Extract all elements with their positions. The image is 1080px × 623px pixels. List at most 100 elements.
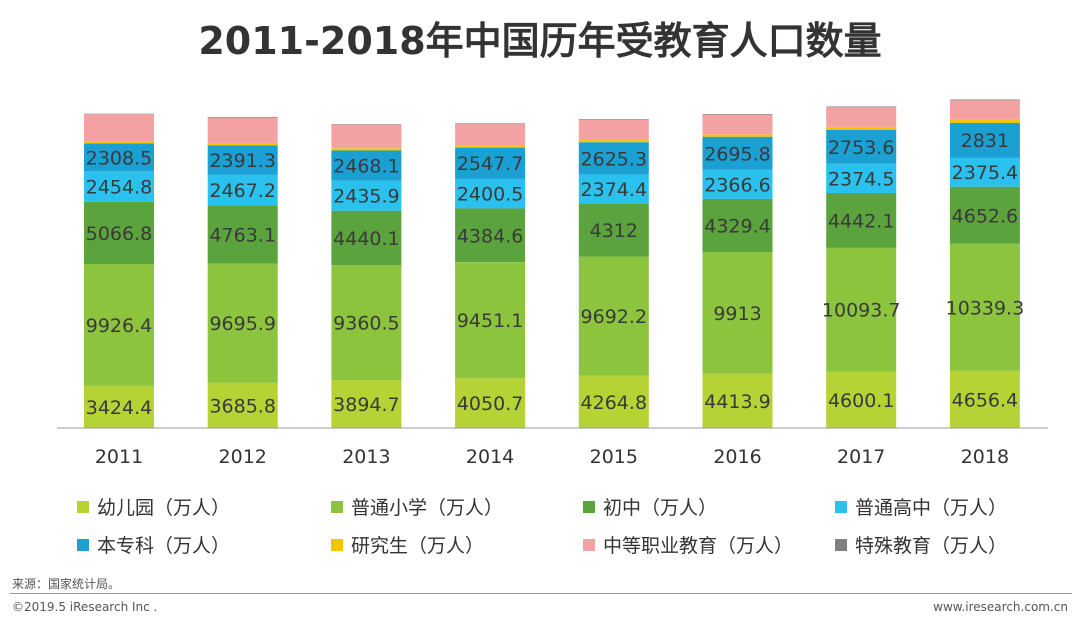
bar-segment-2015-s4	[578, 142, 649, 175]
legend-item-1: 普通小学（万人）	[331, 493, 503, 520]
data-label-2013-s1: 9360.5	[333, 313, 399, 335]
data-label-2017-s1: 10093.7	[822, 300, 901, 322]
bar-segment-2014-s1	[455, 262, 526, 379]
bar-segment-2015-s0	[578, 375, 649, 428]
footer-divider	[10, 593, 1072, 594]
bar-segment-2016-s6	[702, 114, 773, 135]
data-label-2018-s1: 10339.3	[946, 297, 1025, 319]
bar-segment-2013-s3	[331, 180, 402, 211]
bar-segment-2016-s0	[702, 373, 773, 428]
bar-segment-2018-s7	[949, 99, 1020, 101]
bar-segment-2017-s0	[826, 371, 897, 428]
data-label-2011-s0: 3424.4	[86, 397, 152, 419]
data-label-2013-s2: 4440.1	[333, 228, 399, 250]
stacked-bar-chart: 3424.4 9926.4 5066.8 2454.8 2308.5 3685.8 9695…	[57, 99, 1048, 468]
data-label-2014-s4: 2547.7	[457, 153, 523, 175]
data-label-2013-s3: 2435.9	[333, 186, 399, 208]
x-tick-label-2017: 2017	[837, 446, 885, 468]
bar-segment-2014-s5	[455, 145, 526, 148]
data-label-2014-s1: 9451.1	[457, 310, 523, 332]
bar-segment-2016-s1	[702, 252, 773, 374]
legend-label-3: 普通高中（万人）	[855, 497, 1008, 519]
data-label-2018-s2: 4652.6	[952, 205, 1018, 227]
legend-swatch-3	[835, 500, 847, 513]
legend-item-0: 幼儿园（万人）	[77, 493, 230, 520]
x-tick-label-2011: 2011	[95, 446, 143, 468]
data-label-2018-s0: 4656.4	[952, 389, 1018, 411]
legend-item-7: 特殊教育（万人）	[835, 531, 1007, 558]
data-label-2012-s4: 2391.3	[209, 150, 275, 172]
bar-segment-2012-s1	[207, 263, 278, 383]
legend-item-6: 中等职业教育（万人）	[583, 531, 793, 558]
bar-segment-2015-s5	[578, 139, 649, 143]
data-label-2014-s3: 2400.5	[457, 184, 523, 206]
bar-segment-2011-s0	[84, 385, 154, 428]
bar-segment-2018-s0	[949, 370, 1020, 428]
bar-segment-2014-s3	[455, 178, 526, 209]
data-label-2016-s3: 2366.6	[704, 174, 770, 196]
legend-swatch-5	[331, 538, 343, 551]
data-label-2014-s0: 4050.7	[457, 393, 523, 415]
bar-segment-2013-s6	[331, 124, 402, 149]
copyright-text: ©2019.5 iResearch Inc .	[12, 600, 158, 614]
bar-segment-2016-s7	[702, 114, 773, 115]
chart-title: 2011-2018年中国历年受教育人口数量	[198, 19, 882, 63]
data-label-2013-s0: 3894.7	[333, 394, 399, 416]
bar-segment-2013-s1	[331, 265, 402, 381]
bar-segment-2012-s2	[207, 205, 278, 264]
bar-segment-2018-s2	[949, 186, 1020, 244]
data-label-2017-s2: 4442.1	[828, 210, 894, 232]
legend-swatch-4	[77, 538, 89, 551]
source-note: 来源：国家统计局。	[12, 577, 121, 591]
legend-label-4: 本专科（万人）	[97, 535, 231, 557]
bar-segment-2012-s6	[207, 117, 278, 144]
legend-swatch-1	[331, 500, 343, 513]
data-label-2012-s1: 9695.9	[209, 313, 275, 335]
data-label-2015-s2: 4312	[590, 220, 638, 242]
data-label-2012-s2: 4763.1	[209, 224, 275, 246]
bar-segment-2012-s4	[207, 145, 278, 175]
legend-item-2: 初中（万人）	[583, 493, 717, 520]
bar-segment-2012-s5	[207, 143, 278, 146]
x-tick-label-2012: 2012	[219, 446, 267, 468]
bar-segment-2014-s6	[455, 123, 526, 146]
legend-label-7: 特殊教育（万人）	[855, 535, 1008, 557]
legend-label-1: 普通小学（万人）	[351, 497, 504, 519]
bar-segment-2011-s3	[84, 171, 154, 202]
x-tick-label-2018: 2018	[961, 446, 1009, 468]
bar-segment-2014-s2	[455, 208, 526, 263]
bar-segment-2013-s7	[331, 124, 402, 125]
x-tick-label-2016: 2016	[713, 446, 761, 468]
data-label-2011-s3: 2454.8	[86, 177, 152, 199]
data-label-2011-s1: 9926.4	[86, 315, 152, 337]
x-tick-label-2013: 2013	[342, 446, 390, 468]
bar-segment-2013-s5	[331, 148, 402, 151]
bar-segment-2014-s7	[455, 123, 526, 124]
x-tick-label-2014: 2014	[466, 446, 514, 468]
bar-segment-2017-s7	[826, 106, 897, 108]
legend-label-6: 中等职业教育（万人）	[603, 535, 794, 557]
bar-segment-2011-s6	[84, 114, 154, 142]
legend-swatch-2	[583, 500, 595, 513]
data-label-2011-s4: 2308.5	[86, 148, 152, 170]
bar-segment-2011-s4	[84, 143, 154, 172]
data-label-2017-s0: 4600.1	[828, 390, 894, 412]
bar-segment-2011-s5	[84, 141, 154, 144]
bar-segment-2016-s3	[702, 169, 773, 199]
bar-segment-2018-s5	[949, 119, 1020, 123]
legend-item-4: 本专科（万人）	[77, 531, 230, 558]
bar-segment-2017-s6	[826, 107, 897, 127]
data-label-2017-s4: 2753.6	[828, 137, 894, 159]
data-label-2013-s4: 2468.1	[333, 156, 399, 178]
bar-segment-2017-s2	[826, 193, 897, 248]
bar-segment-2018-s4	[949, 122, 1020, 158]
bar-segment-2014-s4	[455, 147, 526, 179]
data-label-2018-s3: 2375.4	[952, 162, 1018, 184]
bar-segment-2015-s7	[578, 119, 649, 120]
bars-layer	[84, 99, 1020, 428]
legend-swatch-0	[77, 500, 89, 513]
data-label-2015-s1: 9692.2	[581, 306, 647, 328]
data-label-2016-s2: 4329.4	[704, 216, 770, 238]
bar-segment-2015-s3	[578, 174, 649, 204]
bar-segment-2015-s1	[578, 256, 649, 376]
